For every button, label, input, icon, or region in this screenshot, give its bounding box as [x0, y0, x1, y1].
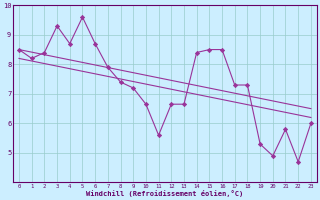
X-axis label: Windchill (Refroidissement éolien,°C): Windchill (Refroidissement éolien,°C): [86, 190, 244, 197]
